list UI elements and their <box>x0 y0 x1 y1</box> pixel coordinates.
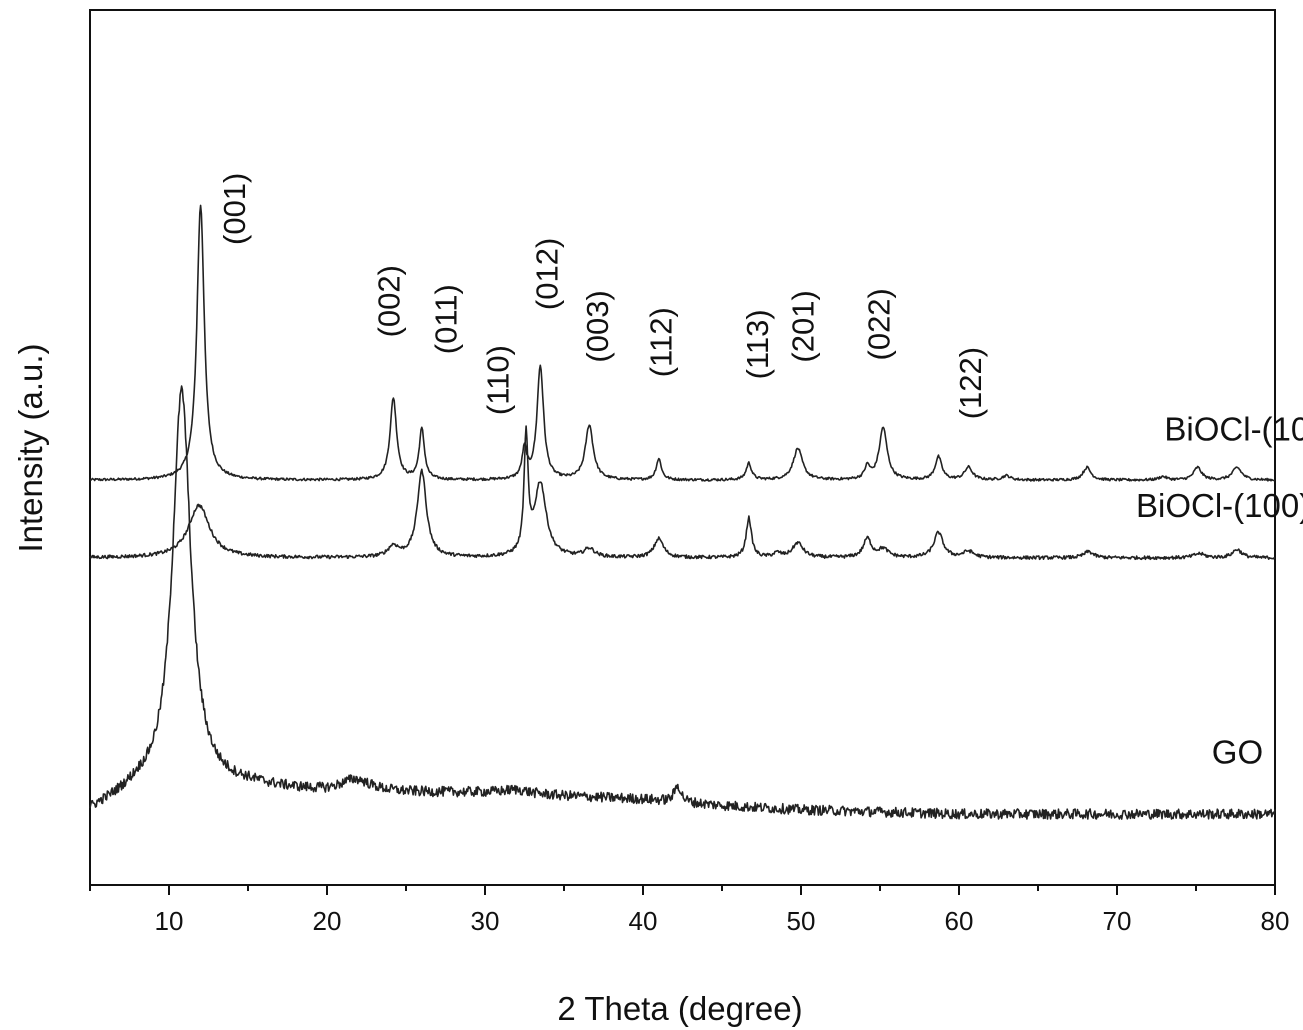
peak-label: (110) <box>481 345 516 415</box>
peak-label: (022) <box>862 288 897 360</box>
series-label: GO <box>1212 734 1263 771</box>
x-tick-label: 40 <box>629 906 658 936</box>
peak-label: (112) <box>643 307 678 377</box>
series-labels: BiOCl-(100) BiOCl-(100)/GO GO <box>1136 410 1303 770</box>
x-axis-title: 2 Theta (degree) <box>557 990 802 1027</box>
x-tick-label: 60 <box>945 906 974 936</box>
series-label: BiOCl-(100)/GO <box>1136 487 1303 524</box>
series-line-go <box>90 386 1275 819</box>
series-label: BiOCl-(100) <box>1164 410 1303 447</box>
peak-label: (003) <box>580 290 615 362</box>
series-line-biocl-100-go <box>90 426 1275 559</box>
peak-label: (122) <box>953 347 988 419</box>
peak-label: (012) <box>530 238 565 310</box>
y-axis-title: Intensity (a.u.) <box>12 343 49 552</box>
x-tick-label: 20 <box>313 906 342 936</box>
peak-labels: (001) (002) (011) (110) (012) (003) (112) (113)… <box>217 173 988 420</box>
series-traces <box>90 205 1275 819</box>
x-tick-label: 70 <box>1103 906 1132 936</box>
x-tick-label: 10 <box>155 906 184 936</box>
peak-label: (011) <box>429 284 464 354</box>
series-line-biocl-100- <box>90 205 1275 481</box>
plot-frame <box>90 10 1275 885</box>
peak-label: (201) <box>786 290 821 362</box>
x-tick-label: 30 <box>471 906 500 936</box>
peak-label: (002) <box>372 265 407 337</box>
x-axis-ticks: 10 20 30 40 50 60 70 80 <box>90 885 1289 936</box>
peak-label: (001) <box>217 173 252 245</box>
x-tick-label: 50 <box>787 906 816 936</box>
x-tick-label: 80 <box>1261 906 1290 936</box>
peak-label: (113) <box>740 309 775 379</box>
